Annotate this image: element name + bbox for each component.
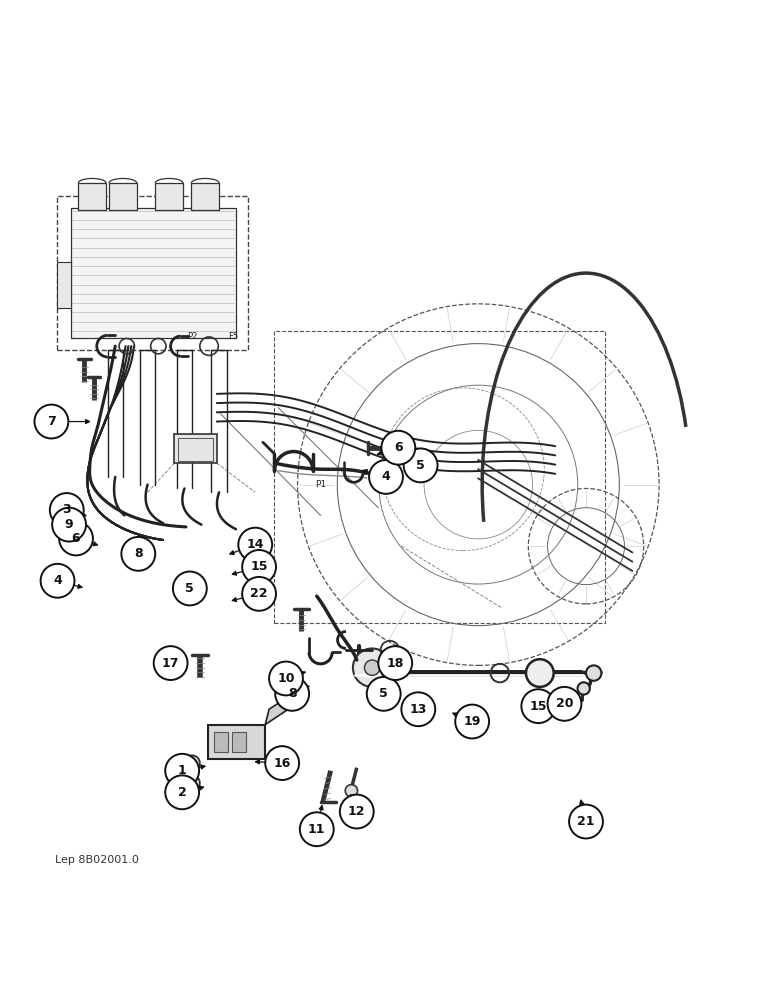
Bar <box>275 331 605 623</box>
Text: P1: P1 <box>315 480 327 489</box>
Text: P2: P2 <box>187 332 198 341</box>
Text: 22: 22 <box>250 587 268 600</box>
Circle shape <box>455 705 489 738</box>
Bar <box>109 183 137 210</box>
Bar <box>78 183 106 210</box>
Text: Lep 8B02001.0: Lep 8B02001.0 <box>56 855 139 865</box>
Circle shape <box>35 405 68 438</box>
Text: 9: 9 <box>65 518 73 531</box>
Text: 8: 8 <box>134 547 143 560</box>
Text: 7: 7 <box>47 415 56 428</box>
Circle shape <box>242 550 276 584</box>
Bar <box>70 208 236 338</box>
Circle shape <box>41 564 74 598</box>
Circle shape <box>121 537 155 571</box>
Circle shape <box>353 648 391 687</box>
Text: 5: 5 <box>416 459 425 472</box>
Circle shape <box>364 660 380 675</box>
Text: 11: 11 <box>308 823 326 836</box>
Text: 16: 16 <box>273 757 291 770</box>
Circle shape <box>173 572 207 605</box>
Bar <box>57 196 248 350</box>
Bar <box>57 262 70 308</box>
Text: 14: 14 <box>246 538 264 551</box>
Circle shape <box>242 577 276 611</box>
Text: 2: 2 <box>178 786 187 799</box>
Text: 20: 20 <box>556 697 573 710</box>
Text: 6: 6 <box>394 441 403 454</box>
Polygon shape <box>266 698 288 725</box>
Text: 17: 17 <box>162 657 179 670</box>
Circle shape <box>185 755 200 771</box>
Circle shape <box>577 682 590 695</box>
Bar <box>178 438 213 461</box>
Text: 12: 12 <box>348 805 365 818</box>
Circle shape <box>401 692 435 726</box>
Circle shape <box>404 448 438 482</box>
Text: 6: 6 <box>72 532 80 545</box>
Text: 4: 4 <box>381 470 391 483</box>
Circle shape <box>59 522 93 555</box>
Circle shape <box>547 687 581 721</box>
Text: 8: 8 <box>288 687 296 700</box>
Circle shape <box>165 775 199 809</box>
Circle shape <box>154 646 188 680</box>
Circle shape <box>189 760 195 766</box>
Text: 3: 3 <box>63 503 71 516</box>
Circle shape <box>526 659 554 687</box>
Circle shape <box>586 665 601 681</box>
Circle shape <box>345 785 357 797</box>
Circle shape <box>569 805 603 838</box>
Text: 13: 13 <box>410 703 427 716</box>
Circle shape <box>367 677 401 711</box>
Circle shape <box>165 754 199 788</box>
Text: 19: 19 <box>463 715 481 728</box>
Circle shape <box>52 508 86 542</box>
Circle shape <box>378 646 412 680</box>
Text: 18: 18 <box>387 657 404 670</box>
Circle shape <box>266 746 299 780</box>
Bar <box>214 732 228 752</box>
Text: 10: 10 <box>277 672 295 685</box>
Circle shape <box>189 780 195 786</box>
Circle shape <box>269 662 303 695</box>
Bar <box>208 725 266 759</box>
Text: 4: 4 <box>53 574 62 587</box>
Circle shape <box>369 460 403 494</box>
Bar <box>155 183 183 210</box>
Circle shape <box>340 795 374 828</box>
Circle shape <box>276 677 309 711</box>
Text: 1: 1 <box>178 764 187 777</box>
Circle shape <box>381 431 415 465</box>
Circle shape <box>50 493 83 527</box>
Circle shape <box>521 689 555 723</box>
Bar <box>191 183 219 210</box>
Text: 5: 5 <box>379 687 388 700</box>
Bar <box>232 732 246 752</box>
Circle shape <box>239 528 273 562</box>
Bar <box>174 434 217 463</box>
Text: 15: 15 <box>250 560 268 573</box>
Text: 15: 15 <box>530 700 547 713</box>
Text: 5: 5 <box>185 582 195 595</box>
Text: 21: 21 <box>577 815 594 828</box>
Text: F5: F5 <box>228 332 238 341</box>
Circle shape <box>300 812 334 846</box>
Circle shape <box>185 775 200 791</box>
